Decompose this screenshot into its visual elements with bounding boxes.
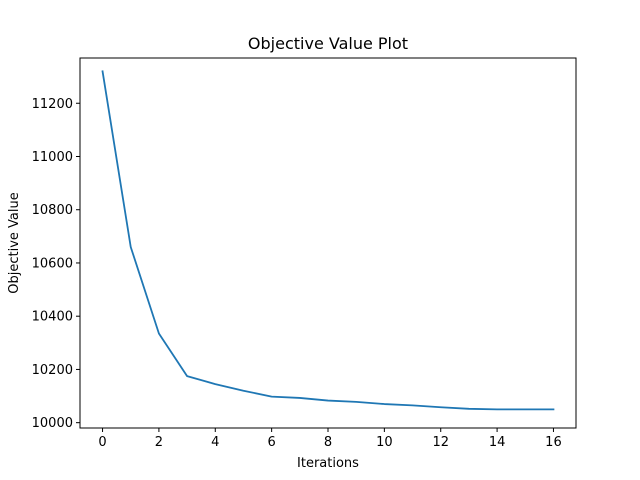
series-line	[101, 70, 555, 411]
y-axis-ticks: 10000 10200 10400 10600 10800 11000 11200	[32, 97, 80, 431]
x-tick-label: 8	[324, 435, 332, 450]
x-tick-label: 16	[545, 435, 562, 450]
y-tick-label: 10200	[32, 363, 73, 378]
y-axis-label: Objective Value	[7, 192, 22, 293]
y-tick-label: 11200	[32, 97, 73, 112]
y-tick-label: 10400	[32, 310, 73, 325]
y-tick-label: 10800	[32, 203, 73, 218]
x-tick-label: 4	[211, 435, 219, 450]
y-tick-label: 11000	[32, 150, 73, 165]
x-tick-label: 6	[267, 435, 275, 450]
series-layer	[101, 70, 555, 411]
x-tick-label: 2	[155, 435, 163, 450]
x-tick-label: 14	[489, 435, 506, 450]
x-tick-label: 0	[98, 435, 106, 450]
y-tick-label: 10600	[32, 256, 73, 271]
x-tick-label: 10	[376, 435, 393, 450]
y-tick-label: 10000	[32, 416, 73, 431]
chart-title: Objective Value Plot	[248, 34, 408, 53]
x-axis-ticks: 0 2 4 6 8 10 12 14 16	[98, 428, 562, 450]
x-axis-label: Iterations	[297, 456, 359, 471]
x-tick-label: 12	[432, 435, 449, 450]
plot-area-frame	[79, 57, 577, 429]
